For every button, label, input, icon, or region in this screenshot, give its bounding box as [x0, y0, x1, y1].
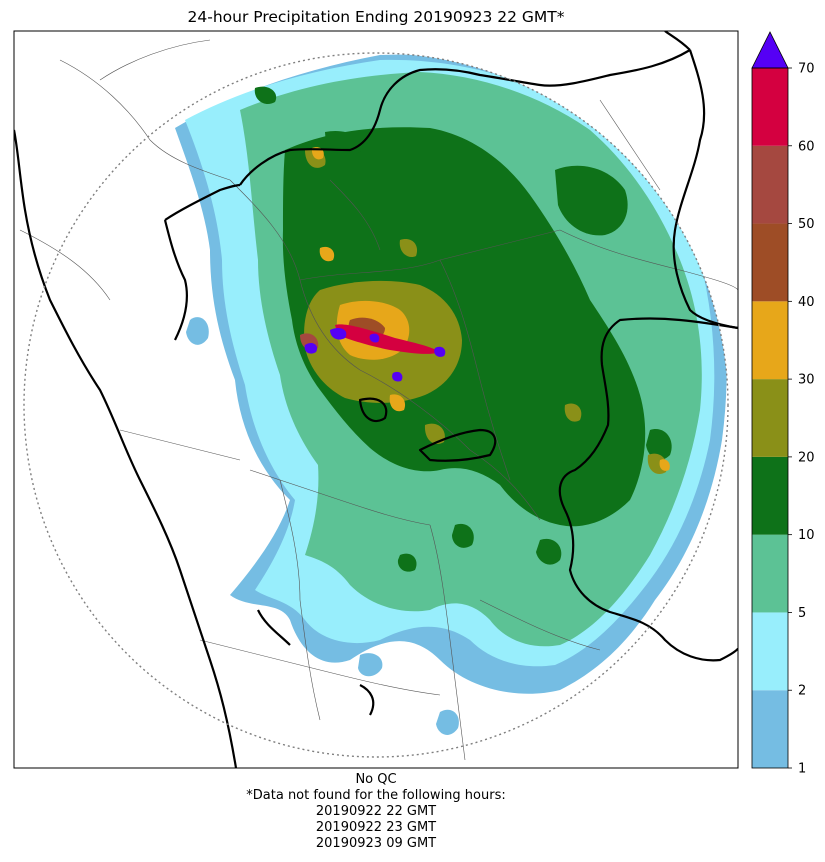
missing-data-header: *Data not found for the following hours:	[246, 788, 506, 803]
missing-hour-3: 20190923 09 GMT	[315, 836, 437, 851]
colorbar-bin	[752, 68, 788, 146]
colorbar-bin	[752, 690, 788, 768]
qc-note: No QC	[355, 772, 397, 787]
missing-hour-2: 20190922 23 GMT	[315, 820, 437, 835]
colorbar-bin	[752, 534, 788, 613]
colorbar-tick-label: 60	[798, 139, 815, 154]
colorbar-tick-label: 40	[798, 295, 815, 310]
district-boundaries	[19, 39, 738, 761]
colorbar-bin	[752, 379, 788, 457]
colorbar-tick-label: 70	[798, 62, 815, 77]
footer-notes: No QC *Data not found for the following …	[14, 772, 738, 852]
colorbar-tick-label: 50	[798, 217, 815, 232]
colorbar-tick-label: 30	[798, 373, 815, 388]
map-frame-border	[13, 30, 739, 769]
colorbar: 1 2 5 10 20 30 40 50 60 70	[751, 31, 815, 777]
precip-over-70	[330, 327, 347, 340]
colorbar-bin	[752, 145, 788, 224]
colorbar-extend-triangle	[751, 31, 789, 69]
missing-hour-1: 20190922 22 GMT	[315, 804, 437, 819]
colorbar-bin	[752, 612, 788, 691]
colorbar-outline	[751, 67, 789, 769]
colorbar-tick-label: 2	[798, 684, 806, 699]
colorbar-tick-label: 5	[798, 606, 806, 621]
colorbar-tick-label: 20	[798, 450, 815, 465]
precip-10-20	[282, 127, 646, 527]
radar-range-ring	[23, 52, 729, 758]
colorbar-bin	[752, 301, 788, 380]
colorbar-tick-label: 10	[798, 528, 815, 543]
coastline	[14, 129, 238, 768]
colorbar-bin	[752, 223, 788, 302]
state-boundaries	[14, 31, 738, 768]
colorbar-bin	[752, 456, 788, 535]
precipitation-field	[175, 54, 727, 735]
map-title: 24-hour Precipitation Ending 20190923 22…	[187, 8, 565, 26]
colorbar-tick-label: 1	[798, 762, 806, 777]
